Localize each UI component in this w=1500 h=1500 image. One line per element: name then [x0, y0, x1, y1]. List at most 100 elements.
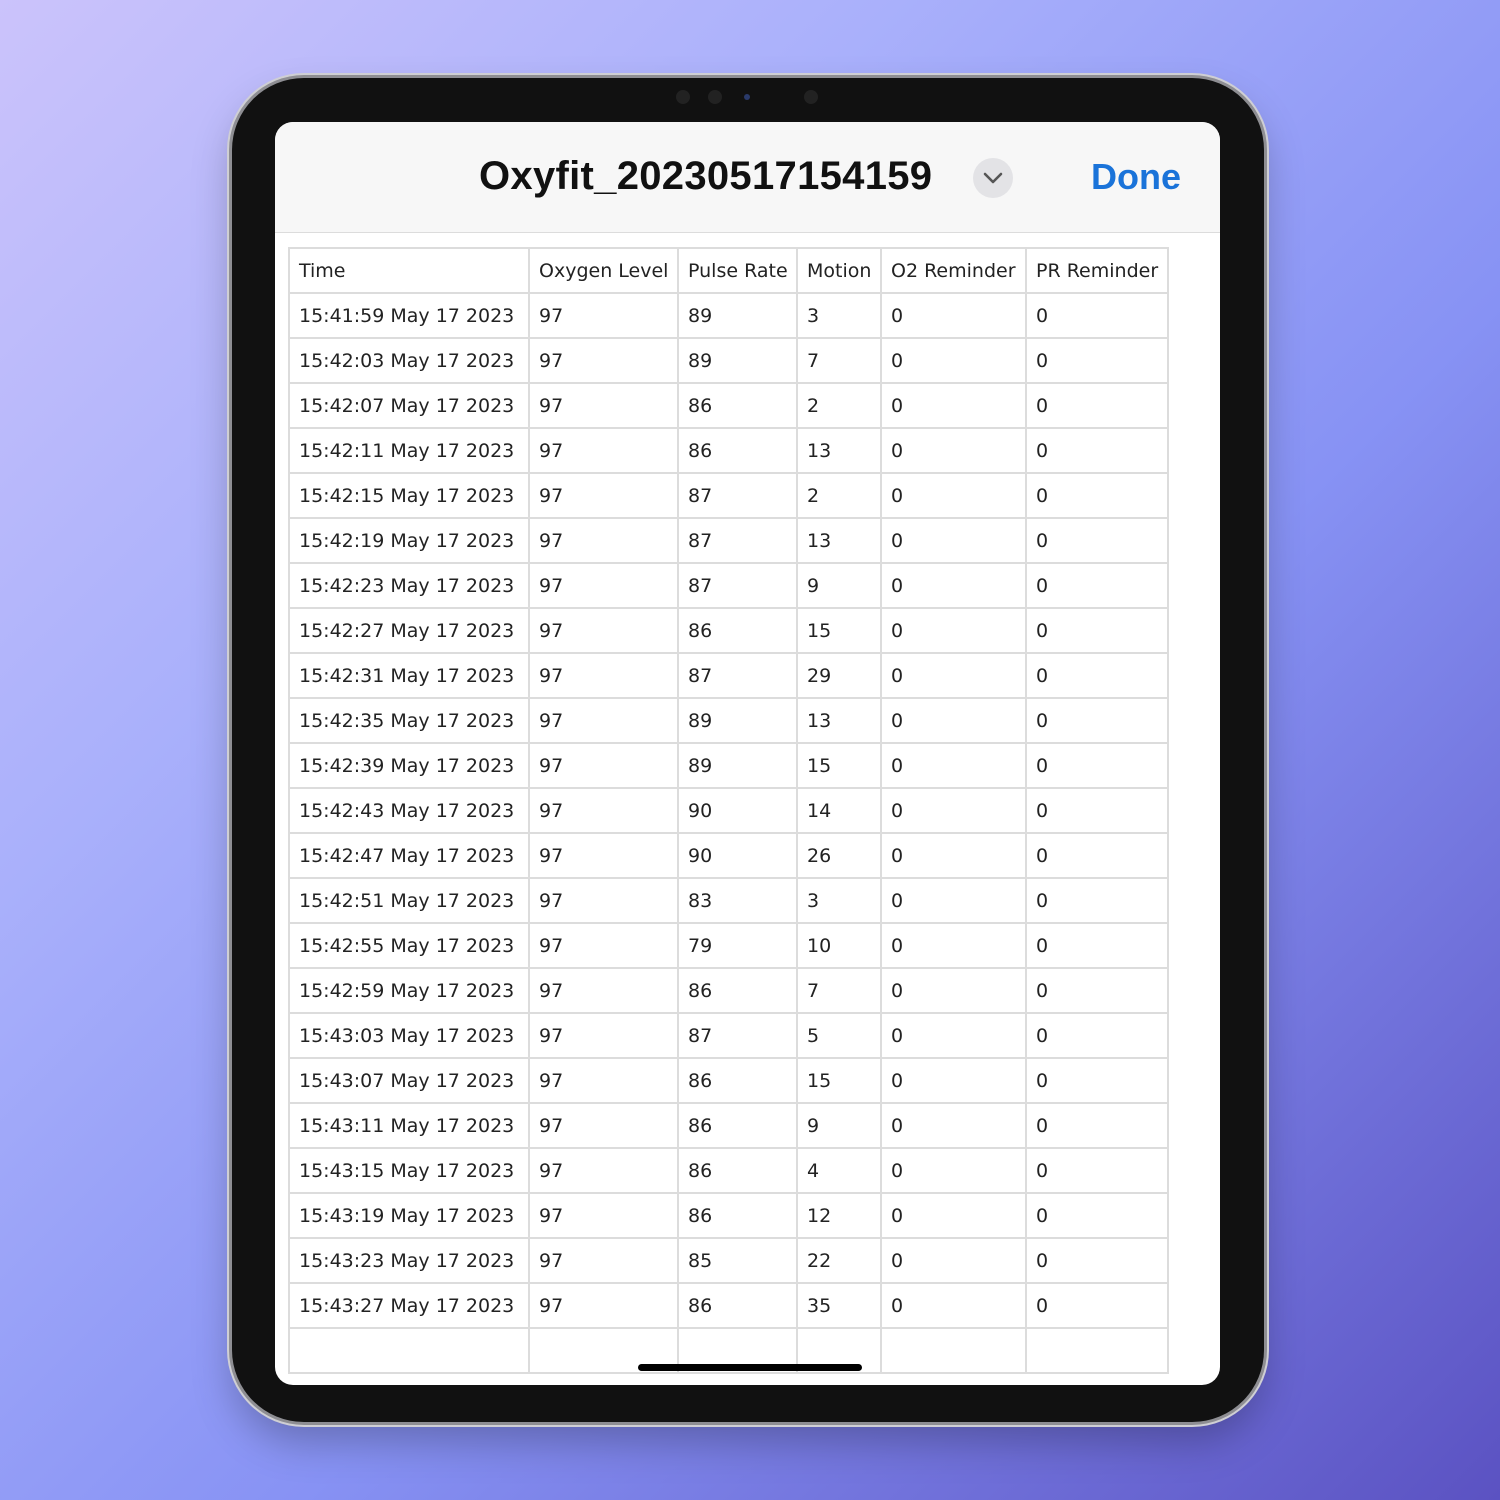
- column-header: PR Reminder: [1025, 247, 1169, 294]
- table-cell: 0: [880, 337, 1027, 384]
- table-cell: 15: [796, 742, 882, 789]
- table-cell: 97: [528, 922, 679, 969]
- table-cell: 22: [796, 1237, 882, 1284]
- table-cell: 83: [677, 877, 798, 924]
- table-cell: 29: [796, 652, 882, 699]
- table-cell: 3: [796, 292, 882, 339]
- table-cell: 97: [528, 967, 679, 1014]
- table-cell: 87: [677, 652, 798, 699]
- table-row: 15:42:27 May 17 2023 97 86 15 0 0: [288, 607, 1169, 654]
- table-row: 15:42:19 May 17 2023 97 87 13 0 0: [288, 517, 1169, 564]
- table-cell: 0: [1025, 1057, 1169, 1104]
- table-cell: 15:42:19 May 17 2023: [288, 517, 530, 564]
- table-cell: 15:42:51 May 17 2023: [288, 877, 530, 924]
- table-cell: 0: [880, 1282, 1027, 1329]
- table-row: 15:42:03 May 17 2023 97 89 7 0 0: [288, 337, 1169, 384]
- table-cell: 2: [796, 472, 882, 519]
- table-cell: 0: [880, 877, 1027, 924]
- table-cell: 0: [1025, 1237, 1169, 1284]
- table-cell: 0: [880, 967, 1027, 1014]
- table-cell: 0: [1025, 292, 1169, 339]
- table-cell: 0: [1025, 1012, 1169, 1059]
- table-cell: 97: [528, 1192, 679, 1239]
- sensor-icon: [708, 90, 722, 104]
- table-cell: 0: [1025, 652, 1169, 699]
- table-cell: 15:42:23 May 17 2023: [288, 562, 530, 609]
- table-cell: 0: [1025, 1282, 1169, 1329]
- table-cell: 86: [677, 1147, 798, 1194]
- table-cell: 97: [528, 697, 679, 744]
- table-cell: 15:42:27 May 17 2023: [288, 607, 530, 654]
- table-cell: 0: [880, 472, 1027, 519]
- table-cell: 0: [880, 1237, 1027, 1284]
- table-cell: 0: [1025, 337, 1169, 384]
- table-cell: 97: [528, 787, 679, 834]
- camera-icon: [676, 90, 690, 104]
- table-cell: 2: [796, 382, 882, 429]
- column-header: Motion: [796, 247, 882, 294]
- table-cell: 0: [1025, 697, 1169, 744]
- table-cell: 15:43:03 May 17 2023: [288, 1012, 530, 1059]
- table-cell: [288, 1327, 530, 1374]
- table-cell: 14: [796, 787, 882, 834]
- column-header: Oxygen Level: [528, 247, 679, 294]
- table-cell: 10: [796, 922, 882, 969]
- table-cell: 15:42:03 May 17 2023: [288, 337, 530, 384]
- table-cell: 0: [1025, 427, 1169, 474]
- table-cell: 97: [528, 1147, 679, 1194]
- table-cell: 0: [1025, 1192, 1169, 1239]
- table-cell: 0: [1025, 832, 1169, 879]
- table-cell: 97: [528, 562, 679, 609]
- table-cell: 0: [1025, 517, 1169, 564]
- tablet-frame: Oxyfit_20230517154159 Done Time Oxygen Le…: [232, 78, 1264, 1422]
- table-cell: 15:42:15 May 17 2023: [288, 472, 530, 519]
- table-row: 15:42:11 May 17 2023 97 86 13 0 0: [288, 427, 1169, 474]
- table-cell: [880, 1327, 1027, 1374]
- chevron-down-icon: [983, 172, 1003, 184]
- table-row: 15:42:07 May 17 2023 97 86 2 0 0: [288, 382, 1169, 429]
- table-row: 15:42:55 May 17 2023 97 79 10 0 0: [288, 922, 1169, 969]
- table-row: 15:42:43 May 17 2023 97 90 14 0 0: [288, 787, 1169, 834]
- table-cell: 89: [677, 742, 798, 789]
- table-cell: 15:43:15 May 17 2023: [288, 1147, 530, 1194]
- table-cell: 97: [528, 427, 679, 474]
- table-cell: 7: [796, 967, 882, 1014]
- table-cell: 0: [880, 382, 1027, 429]
- file-title: Oxyfit_20230517154159: [479, 154, 933, 198]
- table-cell: 97: [528, 742, 679, 789]
- table-cell: 89: [677, 292, 798, 339]
- table-row-partial: [288, 1327, 1169, 1374]
- table-cell: 86: [677, 382, 798, 429]
- done-button[interactable]: Done: [1091, 156, 1181, 197]
- table-cell: 89: [677, 697, 798, 744]
- table-cell: 97: [528, 337, 679, 384]
- table-cell: 97: [528, 877, 679, 924]
- table-cell: 0: [880, 427, 1027, 474]
- table-row: 15:42:35 May 17 2023 97 89 13 0 0: [288, 697, 1169, 744]
- table-cell: 87: [677, 562, 798, 609]
- table-cell: 0: [880, 697, 1027, 744]
- table-cell: 7: [796, 337, 882, 384]
- title-menu-button[interactable]: [973, 158, 1013, 198]
- table-cell: 97: [528, 1102, 679, 1149]
- table-cell: 15:42:35 May 17 2023: [288, 697, 530, 744]
- column-header: O2 Reminder: [880, 247, 1027, 294]
- table-cell: 90: [677, 787, 798, 834]
- column-header: Time: [288, 247, 530, 294]
- table-cell: 15:43:11 May 17 2023: [288, 1102, 530, 1149]
- table-cell: 0: [880, 922, 1027, 969]
- table-row: 15:42:39 May 17 2023 97 89 15 0 0: [288, 742, 1169, 789]
- table-cell: 15:43:23 May 17 2023: [288, 1237, 530, 1284]
- table-cell: 0: [1025, 382, 1169, 429]
- table-cell: 9: [796, 1102, 882, 1149]
- table-cell: 97: [528, 652, 679, 699]
- home-indicator[interactable]: [638, 1364, 862, 1371]
- table-cell: 0: [880, 1102, 1027, 1149]
- table-cell: 9: [796, 562, 882, 609]
- table-cell: 0: [880, 1012, 1027, 1059]
- table-cell: 15:42:59 May 17 2023: [288, 967, 530, 1014]
- column-header: Pulse Rate: [677, 247, 798, 294]
- table-row: 15:42:51 May 17 2023 97 83 3 0 0: [288, 877, 1169, 924]
- table-cell: 0: [880, 1192, 1027, 1239]
- table-cell: 0: [1025, 472, 1169, 519]
